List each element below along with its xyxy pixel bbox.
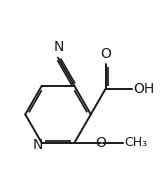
Text: CH₃: CH₃ [124,136,148,149]
Text: O: O [95,136,106,150]
Text: N: N [33,138,43,152]
Text: N: N [54,40,64,54]
Text: OH: OH [133,82,155,96]
Text: O: O [100,47,111,61]
